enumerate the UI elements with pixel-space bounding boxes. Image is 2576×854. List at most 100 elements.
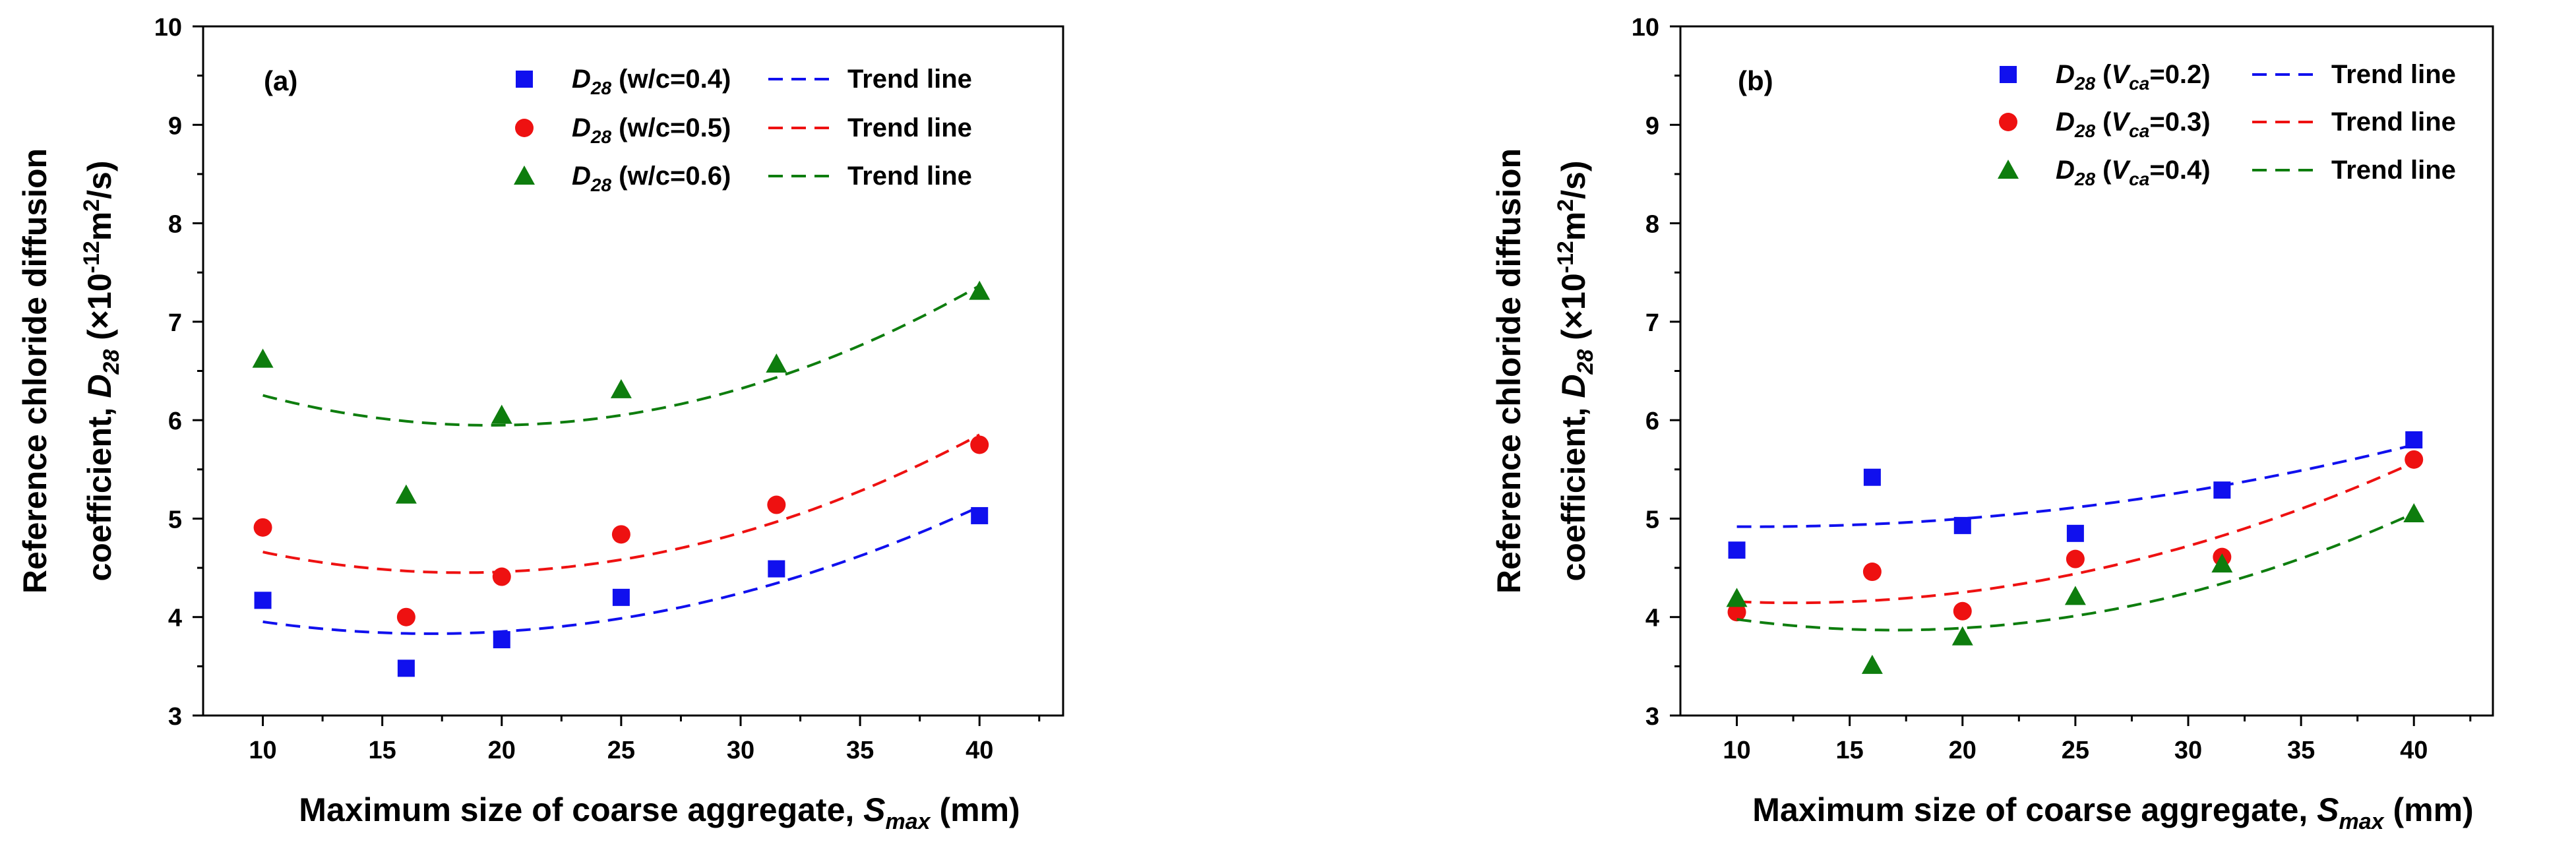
- legend-param: w/c: [627, 162, 669, 191]
- x-tick-label: 35: [2287, 737, 2315, 764]
- data-point: [1728, 541, 1746, 559]
- data-point: [1862, 563, 1882, 582]
- y-axis-title-line1: Reference chloride diffusion: [16, 148, 53, 594]
- series-1: [254, 505, 989, 677]
- y-axis-title-unit: (×10: [81, 273, 118, 349]
- series-2: [1727, 450, 2424, 622]
- y-tick-label: 8: [1645, 211, 1659, 239]
- data-point: [492, 567, 511, 586]
- data-point: [253, 518, 272, 537]
- legend-var: D: [2056, 156, 2075, 185]
- legend-var: D: [572, 162, 591, 191]
- legend-paren-close: ): [722, 113, 731, 142]
- chart-panel-a: 10 15 20 25 30 35 40 3 4 5 6 7 8 9 10 Maximum size of c…: [16, 14, 1064, 834]
- data-point: [766, 353, 787, 373]
- x-tick-label: 15: [1836, 737, 1864, 764]
- data-point: [612, 588, 630, 606]
- legend-sub: 28: [590, 175, 612, 195]
- legend-var: D: [572, 113, 591, 142]
- y-axis-title-line1: Reference chloride diffusion: [1490, 148, 1527, 594]
- x-tick-label: 15: [369, 737, 396, 764]
- data-point: [1727, 603, 1746, 622]
- legend-paren-close: ): [2201, 60, 2210, 89]
- series-3: [1726, 503, 2425, 674]
- y-tick-label: 3: [168, 703, 182, 731]
- legend-sub: 28: [2074, 169, 2096, 189]
- legend-trend-label: Trend line: [847, 113, 972, 142]
- x-tick-label: 10: [1723, 737, 1750, 764]
- x-axis-title-unit: (mm): [931, 791, 1020, 828]
- y-axis-title-line2: coefficient, D28 (×10-12m2/s): [1553, 160, 1598, 581]
- x-axis-title-var: S: [2317, 791, 2339, 828]
- data-point: [1953, 516, 1971, 534]
- legend-param-sub: ca: [2129, 169, 2149, 189]
- legend-marker: [2000, 66, 2017, 83]
- y-tick-label: 5: [168, 506, 182, 534]
- data-point: [396, 607, 415, 626]
- y-tick-label: 10: [154, 14, 182, 42]
- legend-marker: [515, 119, 534, 137]
- y-axis-title-unit-close: /s): [81, 160, 118, 198]
- series-1: [1728, 431, 2423, 559]
- data-point: [2213, 481, 2231, 499]
- legend-var: D: [2056, 107, 2075, 137]
- legend-paren-close: ): [722, 65, 731, 94]
- y-tick-label: 4: [168, 605, 182, 632]
- legend-value: =0.3: [2149, 107, 2201, 137]
- panel-label: (b): [1738, 65, 1773, 96]
- x-tick-label: 30: [2174, 737, 2202, 764]
- legend-label: D28 (w/c=0.4): [572, 65, 731, 98]
- y-tick-label: 9: [168, 112, 182, 140]
- x-axis-title-unit: (mm): [2384, 791, 2474, 828]
- data-point: [254, 592, 272, 609]
- legend-value: =0.4: [2149, 156, 2202, 185]
- y-tick-label: 10: [1632, 14, 1659, 42]
- data-point: [2405, 431, 2423, 448]
- legend-marker: [516, 71, 533, 88]
- data-point: [970, 435, 989, 454]
- legend-trend-label: Trend line: [2331, 107, 2456, 137]
- legend-marker: [1999, 113, 2017, 131]
- y-axis-title-exp: -12: [79, 241, 104, 273]
- data-point: [1951, 626, 1973, 646]
- legend-label: D28 (Vca=0.2): [2056, 60, 2211, 94]
- legend-param: w/c: [627, 113, 669, 142]
- data-point: [1726, 588, 1748, 607]
- y-tick-label: 6: [168, 408, 182, 435]
- x-tick-label: 25: [607, 737, 635, 764]
- legend-value: =0.5: [670, 113, 722, 142]
- y-axis-title-text: coefficient,: [1555, 398, 1592, 582]
- y-tick-label: 5: [1645, 506, 1659, 534]
- y-axis-title-sub: 28: [99, 350, 124, 375]
- legend-sub: 28: [590, 78, 612, 98]
- legend-marker: [1998, 160, 2019, 179]
- data-point: [1861, 654, 1883, 674]
- trend-line: [1736, 443, 2414, 528]
- x-axis-title-sub: max: [2339, 809, 2385, 834]
- legend-param-sub: ca: [2129, 121, 2149, 141]
- legend-param: V: [2111, 156, 2131, 185]
- legend-label: D28 (w/c=0.6): [572, 162, 731, 195]
- x-tick-label: 20: [488, 737, 516, 764]
- y-tick-label: 7: [168, 309, 182, 337]
- x-axis-title-sub: max: [886, 809, 932, 834]
- legend-value: =0.6: [670, 162, 722, 191]
- x-axis-title-var: S: [863, 791, 885, 828]
- legend-paren: (: [611, 162, 628, 191]
- legend-param: w/c: [627, 65, 669, 94]
- data-point: [1953, 601, 1972, 621]
- x-tick-label: 25: [2062, 737, 2089, 764]
- y-tick-label: 9: [1645, 112, 1659, 140]
- data-point: [493, 631, 510, 649]
- series-2: [253, 433, 989, 626]
- y-axis-title-line2: coefficient, D28 (×10-12m2/s): [79, 160, 124, 581]
- y-axis-title-exp2: 2: [1553, 199, 1578, 212]
- legend-trend-label: Trend line: [2331, 60, 2456, 89]
- x-tick-label: 40: [966, 737, 993, 764]
- x-tick-label: 10: [249, 737, 276, 764]
- data-point: [395, 484, 417, 504]
- y-axis-title-unit-m: m: [1555, 212, 1592, 241]
- data-point: [2405, 450, 2424, 469]
